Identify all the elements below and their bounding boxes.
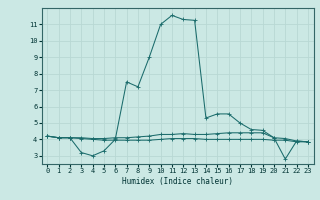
- X-axis label: Humidex (Indice chaleur): Humidex (Indice chaleur): [122, 177, 233, 186]
